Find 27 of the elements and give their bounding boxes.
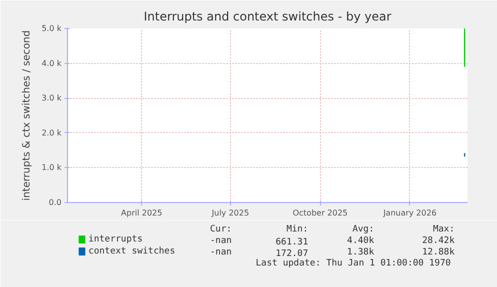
x-tick-label: October 2025 — [292, 208, 348, 218]
text: Min: — [286, 224, 308, 234]
text: Cur: — [210, 224, 232, 234]
text: Avg: — [352, 224, 374, 234]
text: 661.31 — [276, 238, 308, 248]
y-axis-title: interrupts & ctx switches / second — [22, 30, 33, 201]
text: Last update: Thu Jan 1 01:00:00 1970 — [256, 258, 451, 268]
text: 172.07 — [276, 249, 308, 259]
text: 1.38k — [347, 248, 375, 258]
y-tick-label: 3.0 k — [42, 94, 62, 103]
text: 28.42k — [422, 236, 456, 246]
legend-label: interrupts — [88, 234, 143, 244]
y-tick-label: 2.0 k — [42, 128, 62, 138]
y-tick-label: 0.0 — [48, 198, 62, 207]
text: -nan — [210, 236, 232, 246]
text: -nan — [210, 248, 232, 258]
y-tick-label: 5.0 k — [42, 24, 62, 33]
chart-title: Interrupts and context switches - by year — [144, 10, 392, 24]
x-tick-label: April 2025 — [121, 208, 162, 218]
y-tick-label: 4.0 k — [42, 58, 62, 68]
text: 12.88k — [422, 248, 456, 258]
x-tick-label: January 2026 — [382, 208, 437, 218]
legend-label: context switches — [88, 246, 176, 256]
text: Max: — [432, 224, 455, 234]
text: 4.40k — [347, 236, 375, 246]
x-tick-label: July 2025 — [210, 208, 250, 218]
y-tick-label: 1.0 k — [42, 163, 62, 172]
